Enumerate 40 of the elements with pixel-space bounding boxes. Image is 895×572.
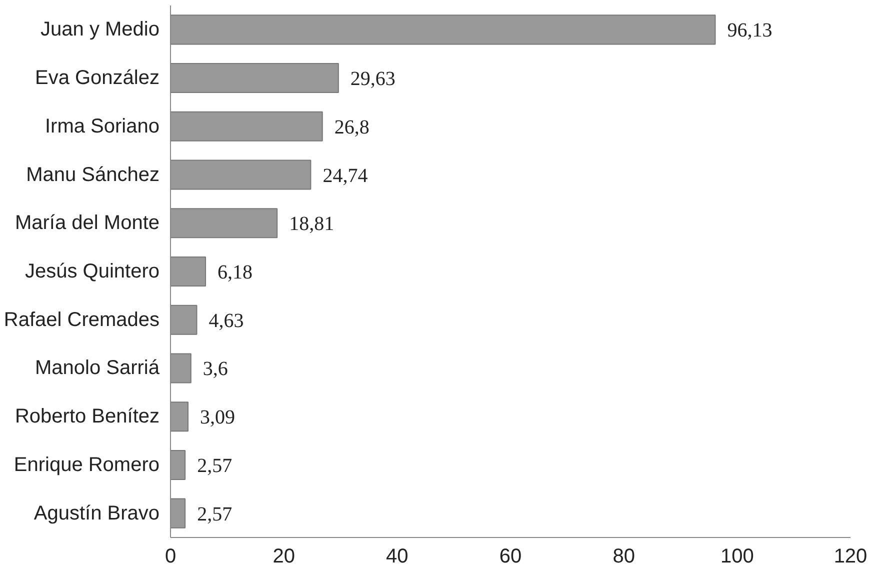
- y-tick-label: Irma Soriano: [45, 115, 160, 138]
- bar: [170, 353, 192, 384]
- x-tick-label: 20: [272, 546, 295, 568]
- x-tick-label: 80: [612, 546, 635, 568]
- bar: [170, 111, 323, 142]
- bar: [170, 256, 206, 287]
- y-tick-label: Manu Sánchez: [26, 164, 160, 186]
- data-label: 26,8: [334, 116, 370, 138]
- x-tick-label: 0: [164, 546, 176, 568]
- x-tick-label: 100: [720, 546, 754, 568]
- bar: [170, 208, 278, 238]
- y-tick-label: Roberto Benítez: [14, 406, 160, 428]
- data-label: 4,63: [208, 310, 244, 332]
- bar: [170, 450, 186, 480]
- data-label: 2,57: [197, 503, 232, 526]
- y-tick-label: Enrique Romero: [14, 454, 160, 476]
- data-label: 96,13: [727, 20, 772, 42]
- data-label: 18,81: [289, 213, 334, 236]
- y-tick-label: Rafael Cremades: [4, 308, 160, 331]
- y-tick-label: Agustín Bravo: [34, 502, 160, 524]
- data-label: 6,18: [218, 262, 253, 284]
- y-tick-label: Eva González: [34, 67, 160, 90]
- data-label: 3,6: [202, 358, 228, 380]
- y-tick-label: María del Monte: [14, 212, 160, 234]
- bar: [170, 498, 186, 528]
- y-tick-label: Juan y Medio: [40, 18, 160, 41]
- y-tick-label: Manolo Sarriá: [35, 357, 160, 380]
- bar: [170, 402, 189, 432]
- bar: [170, 304, 198, 335]
- data-label: 24,74: [322, 164, 368, 187]
- data-label: 2,57: [197, 454, 232, 477]
- bar: [170, 14, 716, 45]
- data-label: 3,09: [200, 406, 236, 429]
- bar: [170, 160, 312, 190]
- bar: [170, 63, 339, 94]
- x-tick-label: 60: [499, 546, 522, 568]
- x-tick-label: 120: [834, 546, 868, 568]
- x-tick-label: 40: [386, 546, 408, 568]
- data-label: 29,63: [350, 68, 396, 90]
- y-tick-label: Jesús Quintero: [24, 260, 160, 282]
